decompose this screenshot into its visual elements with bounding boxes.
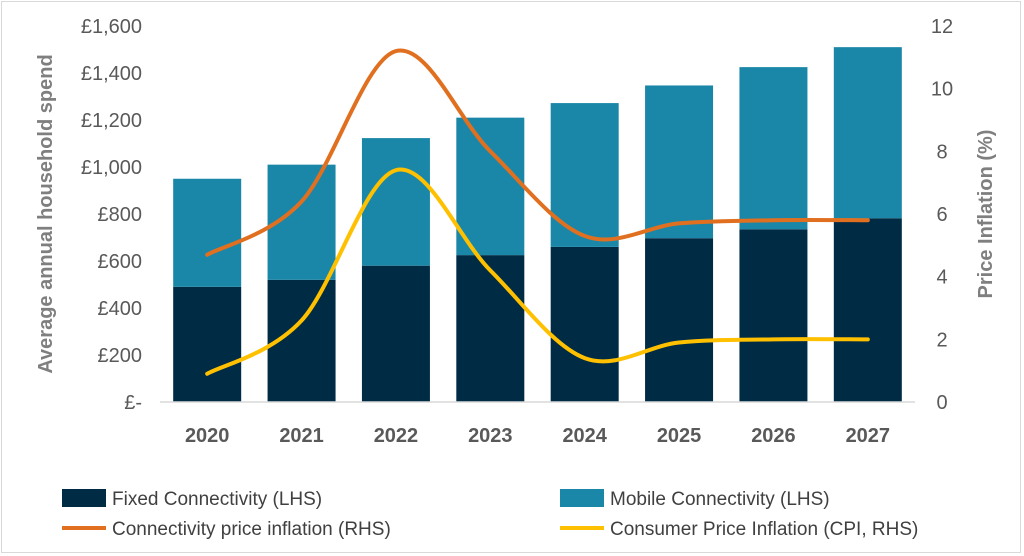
bar-fixed-2022 xyxy=(361,265,430,402)
legend-swatch xyxy=(62,489,106,507)
y-left-tick-label: £600 xyxy=(98,251,143,273)
legend: Fixed Connectivity (LHS) Mobile Connectiv… xyxy=(62,489,918,540)
bar-fixed-2024 xyxy=(550,246,619,402)
y-left-tick-label: £1,000 xyxy=(81,157,142,179)
y-right-tick-label: 6 xyxy=(936,204,947,226)
x-tick-label: 2024 xyxy=(562,425,607,447)
x-tick-label: 2020 xyxy=(185,425,230,447)
y-right-tick-label: 4 xyxy=(936,267,947,289)
y-right-tick-label: 8 xyxy=(936,141,947,163)
y-right-tick-label: 2 xyxy=(936,329,947,351)
legend-swatch xyxy=(560,489,604,507)
lines-layer xyxy=(205,48,870,376)
x-tick-label: 2025 xyxy=(657,425,702,447)
x-tick-label: 2027 xyxy=(846,425,891,447)
left-axis-ticks: £- £200 £400 £600 £800 £1,000 £1,200 £1,400 £1,6… xyxy=(81,16,142,414)
bar-mobile-2020 xyxy=(173,178,242,287)
bar-mobile-2027 xyxy=(833,47,902,219)
y-left-tick-label: £800 xyxy=(98,204,143,226)
y-right-tick-label: 10 xyxy=(931,79,953,101)
y-right-tick-label: 0 xyxy=(936,392,947,414)
bar-fixed-2027 xyxy=(833,218,902,402)
legend-label: Consumer Price Inflation (CPI, RHS) xyxy=(610,519,918,540)
legend-label: Connectivity price inflation (RHS) xyxy=(112,519,391,540)
bar-fixed-2025 xyxy=(645,238,714,402)
x-tick-label: 2021 xyxy=(279,425,324,447)
y-left-tick-label: £400 xyxy=(98,298,143,320)
y-axis-left-title: Average annual household spend xyxy=(35,54,57,373)
y-left-tick-label: £200 xyxy=(98,345,143,367)
y-left-tick-label: £1,600 xyxy=(81,16,142,38)
bar-fixed-2026 xyxy=(739,229,808,402)
bar-mobile-2023 xyxy=(456,117,525,256)
bar-mobile-2025 xyxy=(645,85,714,239)
bar-mobile-2026 xyxy=(739,67,808,230)
y-right-tick-label: 12 xyxy=(931,16,953,38)
x-tick-label: 2022 xyxy=(374,425,419,447)
bar-fixed-2023 xyxy=(456,255,525,402)
y-left-tick-label: £1,400 xyxy=(81,63,142,85)
line-connectivity-inflation xyxy=(205,48,870,257)
bar-mobile-2024 xyxy=(550,103,619,247)
y-left-tick-label: £- xyxy=(124,392,142,414)
bar-mobile-2022 xyxy=(361,138,430,266)
y-axis-right-title: Price Inflation (%) xyxy=(975,130,997,299)
legend-label: Mobile Connectivity (LHS) xyxy=(610,489,830,510)
bar-fixed-2020 xyxy=(173,286,242,402)
x-tick-label: 2026 xyxy=(751,425,796,447)
y-left-tick-label: £1,200 xyxy=(81,110,142,132)
x-axis-tick-labels: 2020 2021 2022 2023 2024 2025 2026 2027 xyxy=(185,425,890,447)
right-axis-ticks: 0 2 4 6 8 10 12 xyxy=(931,16,953,414)
bars-layer xyxy=(173,47,902,402)
x-tick-label: 2023 xyxy=(468,425,513,447)
legend-label: Fixed Connectivity (LHS) xyxy=(112,489,322,510)
line-cpi xyxy=(205,167,870,376)
